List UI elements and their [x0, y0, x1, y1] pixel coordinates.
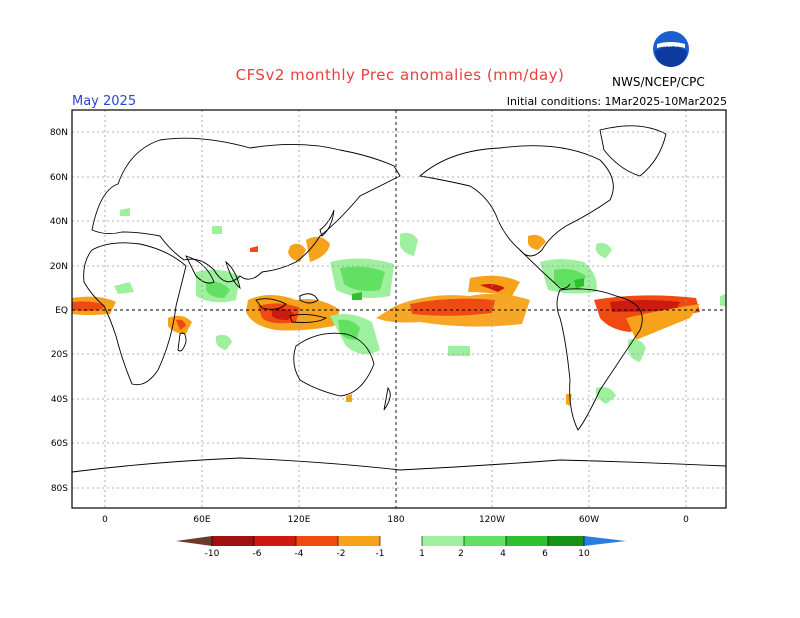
- colorbar-label: 2: [458, 549, 464, 559]
- colorbar-swatch: [296, 536, 338, 546]
- colorbar-low-triangle: [176, 536, 212, 546]
- noaa-logo: NOAA: [652, 30, 690, 68]
- colorbar-swatch: [464, 536, 506, 546]
- colorbar-label: -6: [253, 549, 262, 559]
- lat-label: 40S: [51, 395, 68, 405]
- lat-label: 80N: [50, 128, 68, 138]
- coastlines: [72, 125, 726, 473]
- colorbar-high-triangle: [584, 536, 626, 546]
- colorbar-swatch: [338, 536, 380, 546]
- lon-label: 60W: [579, 515, 599, 525]
- colorbar-swatch: [548, 536, 584, 546]
- lon-label: 180: [387, 515, 404, 525]
- lat-label: 20N: [50, 262, 68, 272]
- colorbar-label: -1: [376, 549, 385, 559]
- colorbar-swatch: [506, 536, 548, 546]
- graticule: [72, 110, 726, 508]
- lon-label: 120W: [479, 515, 505, 525]
- lat-label: 80S: [51, 484, 68, 494]
- colorbar-label: -4: [295, 549, 304, 559]
- lon-label: 0: [102, 515, 108, 525]
- colorbar-swatch: [422, 536, 464, 546]
- colorbar-swatch: [380, 536, 422, 546]
- colorbar-label: 1: [419, 549, 425, 559]
- lon-label: 60E: [193, 515, 210, 525]
- lat-label: 40N: [50, 217, 68, 227]
- colorbar-label: -2: [337, 549, 346, 559]
- colorbar-label: -10: [205, 549, 220, 559]
- lat-label: EQ: [55, 306, 68, 316]
- colorbar-label: 6: [542, 549, 548, 559]
- initial-conditions-label: Initial conditions: 1Mar2025-10Mar2025: [506, 95, 727, 108]
- lat-label: 60N: [50, 173, 68, 183]
- lon-label: 0: [683, 515, 689, 525]
- colorbar-label: 4: [500, 549, 506, 559]
- lat-label: 60S: [51, 439, 68, 449]
- colorbar-swatch: [254, 536, 296, 546]
- agency-label: NWS/NCEP/CPC: [612, 75, 705, 89]
- lat-label: 20S: [51, 350, 68, 360]
- map-title: CFSv2 monthly Prec anomalies (mm/day): [235, 66, 565, 84]
- month-label: May 2025: [72, 94, 137, 109]
- reference-lines: [72, 110, 726, 508]
- colorbar-swatch: [212, 536, 254, 546]
- colorbar: -10 -6 -4 -2 -1 1 2 4 6 10: [176, 536, 626, 559]
- logo-text: NOAA: [662, 42, 680, 49]
- colorbar-label: 10: [578, 549, 590, 559]
- lon-label: 120E: [288, 515, 311, 525]
